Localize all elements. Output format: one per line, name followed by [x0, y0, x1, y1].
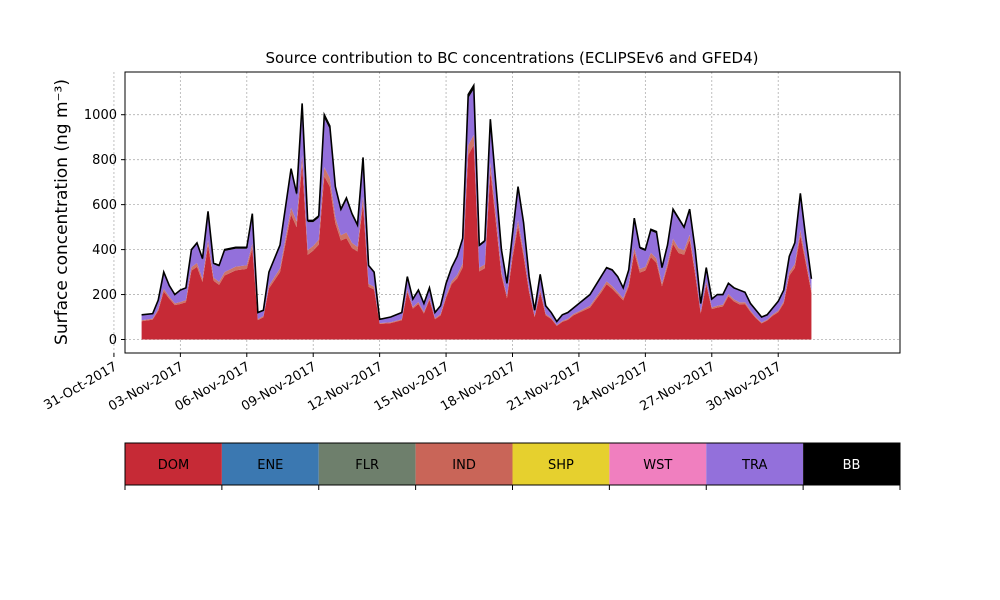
colorbar-label-shp: SHP — [548, 458, 574, 473]
colorbar-swatch-dom — [125, 443, 222, 485]
colorbar-label-ene: ENE — [257, 458, 283, 473]
colorbar-swatch-flr — [318, 443, 416, 485]
source-colorbar-legend: DOM ENE FLR IND SHP WST TRA BB — [124, 442, 901, 490]
colorbar-swatch-ene — [221, 443, 319, 485]
colorbar-swatch-ind — [415, 443, 513, 485]
colorbar-label-ind: IND — [452, 458, 476, 473]
colorbar-swatch-bb — [803, 443, 900, 485]
y-tick-label: 800 — [92, 153, 117, 168]
colorbar-label-dom: DOM — [158, 458, 189, 473]
y-axis-ticks: 0 200 400 600 800 1000 — [84, 108, 125, 348]
chart-title: Source contribution to BC concentrations… — [265, 49, 758, 67]
y-tick-label: 200 — [92, 288, 117, 303]
colorbar-label-bb: BB — [843, 458, 861, 473]
colorbar-label-wst: WST — [643, 458, 672, 473]
colorbar-label-flr: FLR — [355, 458, 379, 473]
y-tick-label: 0 — [109, 333, 117, 348]
x-tick-label: 30-Nov-2017 — [704, 359, 784, 414]
area-layers — [141, 85, 812, 340]
y-tick-label: 1000 — [84, 108, 117, 123]
y-axis-label: Surface concentration (ng m⁻³) — [52, 79, 72, 345]
area-tra — [141, 89, 812, 326]
total-line — [141, 82, 813, 323]
x-axis-ticks: 31-Oct-201703-Nov-201706-Nov-201709-Nov-… — [42, 353, 784, 414]
y-tick-label: 600 — [92, 198, 117, 213]
area-dom — [141, 145, 812, 340]
colorbar-swatch-wst — [609, 443, 707, 485]
bb-total-line — [141, 82, 813, 323]
colorbar-swatch-tra — [706, 443, 804, 485]
colorbar-swatch-shp — [512, 443, 610, 485]
y-tick-label: 400 — [92, 243, 117, 258]
colorbar-label-tra: TRA — [741, 458, 767, 473]
